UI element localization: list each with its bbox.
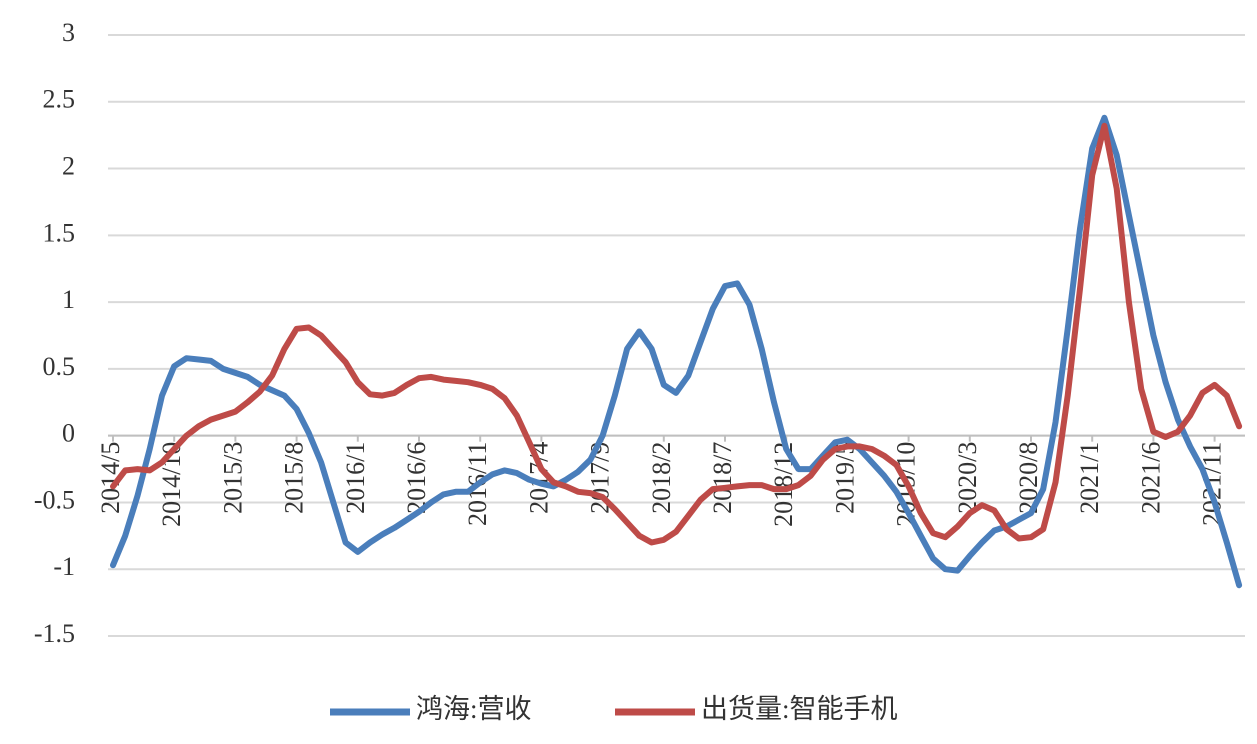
x-tick-label: 2018/7 bbox=[708, 442, 737, 514]
series-line bbox=[110, 122, 1243, 546]
x-tick-label: 2021/6 bbox=[1136, 442, 1165, 514]
x-tick-label: 2021/11 bbox=[1198, 442, 1227, 526]
x-tick-label: 2016/1 bbox=[341, 442, 370, 514]
x-tick-label: 2018/2 bbox=[647, 442, 676, 514]
x-tick-label: 2020/3 bbox=[953, 442, 982, 514]
x-tick-label: 2015/8 bbox=[280, 442, 309, 514]
x-tick-label: 2015/3 bbox=[218, 442, 247, 514]
y-tick-label: 1 bbox=[62, 285, 75, 314]
legend-label: 出货量:智能手机 bbox=[701, 694, 898, 724]
y-tick-label: 1.5 bbox=[43, 218, 76, 247]
x-tick-label: 2021/1 bbox=[1075, 442, 1104, 514]
y-tick-label: -1.5 bbox=[34, 619, 75, 648]
series-line bbox=[110, 114, 1243, 589]
y-tick-label: 0.5 bbox=[43, 352, 76, 381]
y-tick-label: -1 bbox=[53, 552, 75, 581]
y-tick-label: 2 bbox=[62, 152, 75, 181]
legend-label: 鸿海:营收 bbox=[416, 694, 532, 724]
y-tick-label: 3 bbox=[62, 18, 75, 47]
x-tick-label: 2019/5 bbox=[830, 442, 859, 514]
x-tick-label: 2016/6 bbox=[402, 442, 431, 514]
y-tick-label: -0.5 bbox=[34, 485, 75, 514]
y-tick-label: 0 bbox=[62, 419, 75, 448]
y-tick-label: 2.5 bbox=[43, 85, 76, 114]
